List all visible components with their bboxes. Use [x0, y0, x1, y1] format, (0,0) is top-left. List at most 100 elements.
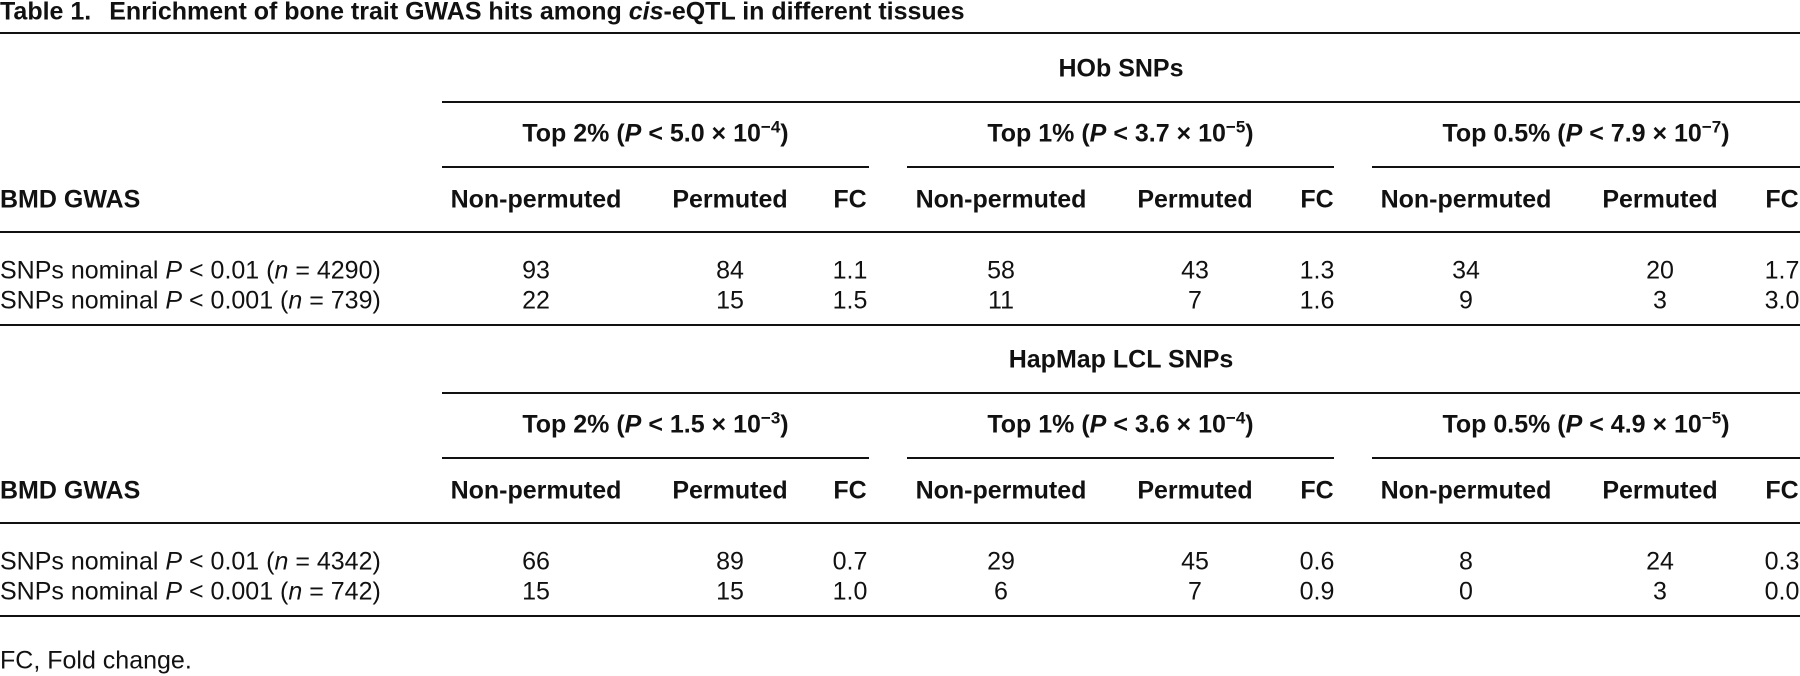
rule: [442, 392, 1800, 394]
text-segment: = 739): [302, 286, 381, 315]
text-segment: < 0.001 (: [182, 577, 289, 606]
text-segment: SNPs nominal: [0, 547, 166, 576]
text-segment: SNPs nominal: [0, 577, 166, 606]
column-header: FC: [1765, 476, 1799, 505]
text-segment: ): [780, 119, 789, 148]
cell: 0.0: [1764, 577, 1800, 606]
column-header: FC: [1300, 185, 1334, 214]
cell: 89: [716, 547, 744, 576]
cell: 34: [1452, 256, 1480, 285]
cell: 1.6: [1299, 286, 1335, 315]
cell: 84: [716, 256, 744, 285]
column-header: Permuted: [1137, 185, 1253, 214]
stub-header: BMD GWAS: [0, 476, 141, 505]
cell: 45: [1181, 547, 1209, 576]
group-header: Top 2% (P < 5.0 × 10−4): [522, 118, 789, 148]
cell: 7: [1188, 286, 1202, 315]
column-header: Non-permuted: [450, 476, 622, 505]
cell: 43: [1181, 256, 1209, 285]
group-header: Top 0.5% (P < 7.9 × 10−7): [1442, 118, 1729, 148]
cell: 7: [1188, 577, 1202, 606]
column-header: Non-permuted: [450, 185, 622, 214]
text-segment: < 1.5 × 10: [641, 410, 761, 439]
column-header: FC: [833, 185, 867, 214]
cell: 1.0: [832, 577, 868, 606]
text-segment: P: [165, 286, 183, 315]
text-segment: −4: [1225, 408, 1246, 428]
column-header: Non-permuted: [915, 185, 1087, 214]
cell: 20: [1646, 256, 1674, 285]
cell: 93: [522, 256, 550, 285]
rule: [442, 166, 869, 168]
text-segment: Top 2% (: [522, 410, 625, 439]
cell: 3: [1653, 286, 1667, 315]
text-segment: ): [1245, 410, 1254, 439]
cell: 58: [987, 256, 1015, 285]
text-segment: ): [780, 410, 789, 439]
text-segment: cis: [628, 0, 664, 26]
footnote: FC, Fold change.: [0, 646, 192, 675]
text-segment: P: [165, 547, 183, 576]
text-segment: Top 2% (: [522, 119, 625, 148]
rule: [0, 522, 1800, 524]
text-segment: = 742): [302, 577, 381, 606]
cell: 0.6: [1299, 547, 1335, 576]
spanner-header: HapMap LCL SNPs: [1008, 345, 1234, 374]
table-title: Table 1. Enrichment of bone trait GWAS hi…: [0, 0, 964, 25]
cell: 29: [987, 547, 1015, 576]
group-header: Top 1% (P < 3.6 × 10−4): [987, 409, 1254, 439]
text-segment: < 3.6 × 10: [1106, 410, 1226, 439]
text-segment: n: [274, 256, 289, 285]
text-segment: < 5.0 × 10: [641, 119, 761, 148]
text-segment: SNPs nominal: [0, 256, 166, 285]
text-segment: Top 1% (: [987, 410, 1090, 439]
row-label: SNPs nominal P < 0.01 (n = 4290): [0, 256, 381, 285]
text-segment: Top 0.5% (: [1442, 119, 1566, 148]
group-header: Top 1% (P < 3.7 × 10−5): [987, 118, 1254, 148]
column-header: Non-permuted: [915, 476, 1087, 505]
text-segment: P: [1089, 119, 1107, 148]
text-segment: P: [165, 577, 183, 606]
cell: 22: [522, 286, 550, 315]
cell: 15: [716, 286, 744, 315]
text-segment: P: [1089, 410, 1107, 439]
rule: [0, 615, 1800, 617]
cell: 11: [988, 286, 1014, 315]
cell: 0.3: [1764, 547, 1800, 576]
text-segment: = 4290): [288, 256, 381, 285]
cell: 8: [1459, 547, 1473, 576]
group-header: Top 0.5% (P < 4.9 × 10−5): [1442, 409, 1729, 439]
cell: 0.7: [832, 547, 868, 576]
column-header: Permuted: [1602, 476, 1718, 505]
cell: 1.7: [1764, 256, 1800, 285]
cell: 6: [994, 577, 1008, 606]
text-segment: −7: [1701, 117, 1722, 137]
cell: 1.1: [832, 256, 868, 285]
table-label: Table 1.: [0, 0, 92, 26]
rule: [0, 231, 1800, 233]
text-segment: < 0.001 (: [182, 286, 289, 315]
text-segment: Top 0.5% (: [1442, 410, 1566, 439]
cell: 3: [1653, 577, 1667, 606]
column-header: Permuted: [1602, 185, 1718, 214]
column-header: FC: [1300, 476, 1334, 505]
cell: 1.5: [832, 286, 868, 315]
group-header: Top 2% (P < 1.5 × 10−3): [522, 409, 789, 439]
cell: 15: [716, 577, 744, 606]
spanner-header: HOb SNPs: [1058, 54, 1184, 83]
text-segment: n: [288, 286, 303, 315]
text-segment: −4: [760, 117, 781, 137]
column-header: FC: [1765, 185, 1799, 214]
column-header: FC: [833, 476, 867, 505]
text-segment: −3: [760, 408, 781, 428]
cell: 66: [522, 547, 550, 576]
column-header: Non-permuted: [1380, 476, 1552, 505]
text-segment: < 7.9 × 10: [1582, 119, 1702, 148]
text-segment: ): [1245, 119, 1254, 148]
text-segment: n: [274, 547, 289, 576]
text-segment: P: [165, 256, 183, 285]
cell: 9: [1459, 286, 1473, 315]
rule: [1372, 166, 1800, 168]
cell: 15: [522, 577, 550, 606]
